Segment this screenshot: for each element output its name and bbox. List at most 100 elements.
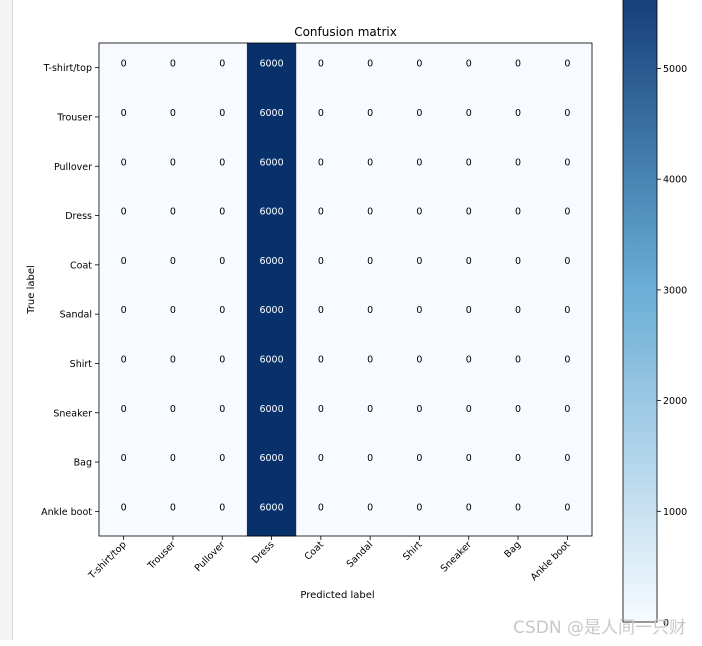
cell-value-label: 0 <box>515 157 521 168</box>
colorbar-tick-label: 4000 <box>663 175 687 186</box>
heatmap-cell <box>296 486 346 537</box>
heatmap-cell <box>444 338 494 389</box>
cell-value-label: 0 <box>219 256 225 267</box>
heatmap-cell <box>345 43 396 93</box>
cell-value-label: 0 <box>564 157 570 168</box>
cell-value-label: 0 <box>318 108 324 119</box>
cell-value-label: 0 <box>170 108 176 119</box>
x-tick-label: Coat <box>303 539 327 563</box>
heatmap-cell <box>394 338 445 389</box>
y-tick-label: Coat <box>70 260 92 271</box>
y-axis-label: True label <box>26 265 37 315</box>
cell-value-label: 0 <box>170 453 176 464</box>
cell-value-label: 0 <box>318 502 324 513</box>
y-tick-label: Sandal <box>60 310 92 321</box>
heatmap-cell <box>246 338 297 389</box>
heatmap-cell <box>197 43 248 93</box>
cell-value-label: 0 <box>318 305 324 316</box>
cell-value-label: 0 <box>121 502 127 513</box>
heatmap-cell <box>493 486 544 537</box>
heatmap-cell <box>197 190 248 241</box>
heatmap-cell <box>394 141 445 192</box>
heatmap-cell <box>246 141 297 192</box>
x-tick-label: Sandal <box>345 539 376 570</box>
heatmap-cell <box>197 240 248 290</box>
heatmap-cell <box>197 486 248 537</box>
heatmap-cell <box>345 388 396 438</box>
heatmap-cell <box>493 289 544 340</box>
heatmap-cell <box>542 92 593 143</box>
cell-value-label: 0 <box>367 305 373 316</box>
heatmap-cell <box>246 388 297 438</box>
heatmap-cell <box>197 92 248 143</box>
cell-value-label: 0 <box>416 108 422 119</box>
cell-value-label: 0 <box>219 502 225 513</box>
cell-value-label: 0 <box>466 305 472 316</box>
cell-value-label: 0 <box>564 354 570 365</box>
cell-value-label: 0 <box>219 453 225 464</box>
cell-value-label: 0 <box>515 354 521 365</box>
cell-value-label: 0 <box>367 404 373 415</box>
cell-value-label: 0 <box>367 354 373 365</box>
cell-value-label: 0 <box>121 256 127 267</box>
x-tick-label: Pullover <box>193 539 228 574</box>
heatmap-cell <box>345 486 396 537</box>
heatmap-cell <box>394 289 445 340</box>
colorbar <box>623 0 657 623</box>
heatmap-cell <box>493 43 544 93</box>
cell-value-label: 6000 <box>259 59 283 70</box>
cell-value-label: 0 <box>170 59 176 70</box>
cell-value-label: 0 <box>367 207 373 218</box>
heatmap-cell <box>394 437 445 488</box>
heatmap-cell <box>99 141 149 192</box>
heatmap-cell <box>99 437 149 488</box>
heatmap-cell <box>246 486 297 537</box>
heatmap-cell <box>444 289 494 340</box>
heatmap-cell <box>148 240 199 290</box>
cell-value-label: 6000 <box>259 453 283 464</box>
heatmap-cell <box>542 240 593 290</box>
y-tick-label: Shirt <box>70 359 93 370</box>
heatmap-cell <box>345 240 396 290</box>
heatmap-cell <box>246 190 297 241</box>
cell-value-label: 0 <box>466 256 472 267</box>
cell-value-label: 0 <box>121 157 127 168</box>
cell-value-label: 0 <box>121 453 127 464</box>
heatmap-cell <box>444 190 494 241</box>
y-tick-label: Dress <box>65 211 92 222</box>
heatmap-cell <box>296 289 346 340</box>
y-tick-label: Pullover <box>54 162 92 173</box>
left-gutter <box>0 0 13 640</box>
x-tick-label: Shirt <box>401 539 425 563</box>
cell-value-label: 0 <box>318 453 324 464</box>
cell-value-label: 0 <box>318 157 324 168</box>
cell-value-label: 0 <box>564 108 570 119</box>
heatmap-cell <box>296 240 346 290</box>
cell-value-label: 0 <box>219 157 225 168</box>
cell-value-label: 0 <box>515 404 521 415</box>
cell-value-label: 0 <box>367 256 373 267</box>
colorbar-tick-label: 3000 <box>663 285 687 296</box>
cell-value-label: 0 <box>219 354 225 365</box>
cell-value-label: 0 <box>564 404 570 415</box>
heatmap-cell <box>296 92 346 143</box>
heatmap-cell <box>148 338 199 389</box>
cell-value-label: 0 <box>318 404 324 415</box>
cell-value-label: 0 <box>170 157 176 168</box>
cell-value-label: 0 <box>318 59 324 70</box>
heatmap-cell <box>345 141 396 192</box>
cell-value-label: 0 <box>466 502 472 513</box>
y-tick-label: T-shirt/top <box>43 63 92 74</box>
heatmap-cell <box>542 338 593 389</box>
heatmap-cell <box>99 338 149 389</box>
heatmap-cell <box>148 43 199 93</box>
cell-value-label: 0 <box>515 305 521 316</box>
cell-value-label: 0 <box>416 305 422 316</box>
heatmap-cell <box>296 190 346 241</box>
heatmap-cell <box>246 240 297 290</box>
heatmap-cell <box>542 437 593 488</box>
cell-value-label: 0 <box>367 59 373 70</box>
cell-value-label: 0 <box>367 502 373 513</box>
